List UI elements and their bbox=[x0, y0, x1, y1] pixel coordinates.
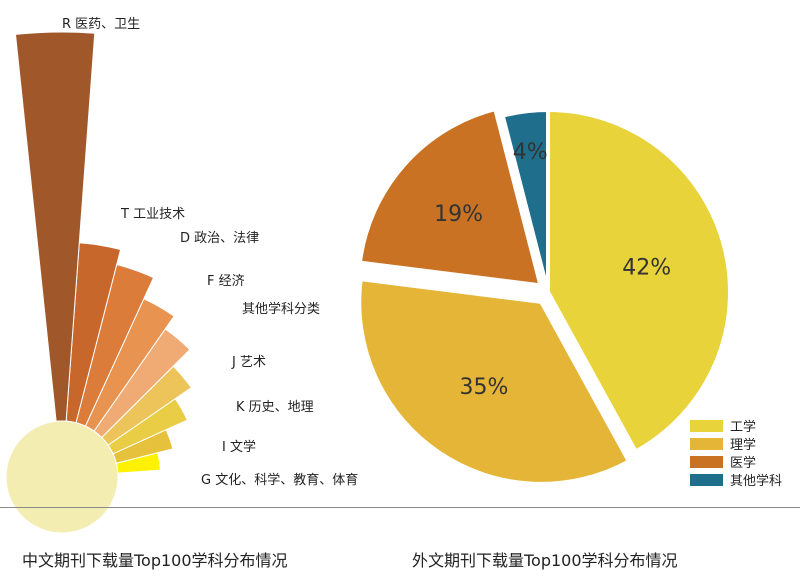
legend-swatch-1 bbox=[690, 420, 723, 432]
radial-bar-label-6: J 艺术 bbox=[231, 355, 266, 370]
pie-value-label-3: 19% bbox=[434, 202, 483, 227]
radial-hub bbox=[5, 420, 119, 534]
baseline-divider bbox=[0, 507, 800, 508]
pie-value-label-2: 35% bbox=[460, 375, 509, 400]
radial-bar-label-5: 其他学科分类 bbox=[242, 301, 320, 317]
legend-swatch-2 bbox=[690, 438, 723, 450]
left-caption: 中文期刊下载量Top100学科分布情况 bbox=[22, 551, 288, 570]
pie-chart: 42% 35% 19% 4% bbox=[357, 106, 732, 486]
legend-swatch-3 bbox=[690, 456, 723, 468]
radial-bar-label-2: T 工业技术 bbox=[120, 207, 185, 222]
legend-swatch-4 bbox=[690, 474, 723, 486]
radial-bar-label-4: F 经济 bbox=[207, 274, 245, 289]
radial-bar-label-8: I 文学 bbox=[222, 439, 256, 455]
legend-label-3: 医学 bbox=[730, 455, 756, 471]
pie-slice-4 bbox=[500, 107, 550, 293]
radial-bar-label-1: R 医药、卫生 bbox=[62, 17, 140, 32]
pie-slice-1 bbox=[546, 107, 732, 455]
pie-value-label-1: 42% bbox=[622, 256, 671, 281]
legend-label-4: 其他学科 bbox=[730, 473, 782, 489]
radial-bar-label-7: K 历史、地理 bbox=[236, 400, 314, 415]
legend-label-1: 工学 bbox=[730, 419, 756, 435]
pie-value-label-4: 4% bbox=[513, 140, 548, 165]
radial-bar-label-9: G 文化、科学、教育、体育 bbox=[201, 472, 358, 488]
pie-slice-2 bbox=[357, 276, 632, 486]
legend-label-2: 理学 bbox=[730, 437, 756, 453]
right-caption: 外文期刊下载量Top100学科分布情况 bbox=[412, 551, 678, 570]
radial-bar-label-3: D 政治、法律 bbox=[180, 231, 259, 246]
pie-slice-3 bbox=[357, 106, 544, 288]
